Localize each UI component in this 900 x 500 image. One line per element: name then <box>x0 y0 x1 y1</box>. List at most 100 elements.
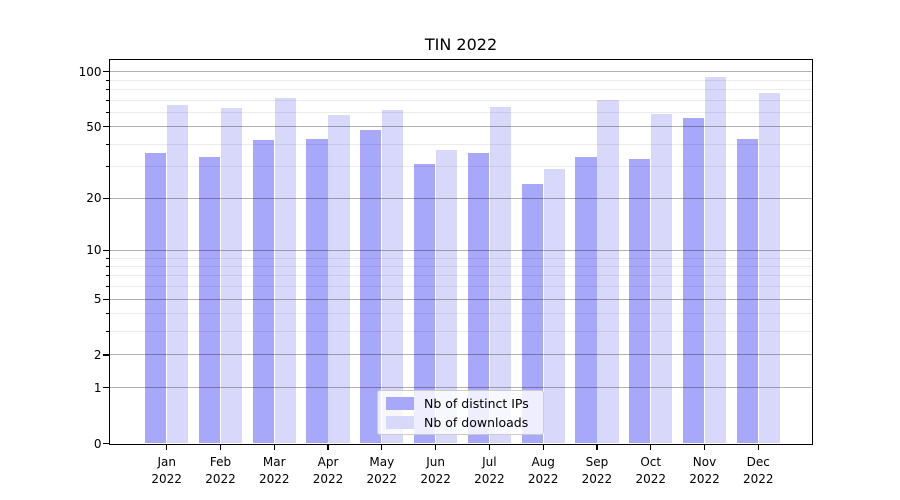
bar-distinct-ips-dec <box>736 138 758 444</box>
x-tick-label: Mar 2022 <box>258 455 290 486</box>
legend-label: Nb of distinct IPs <box>424 396 529 411</box>
x-tick <box>650 444 652 450</box>
bar-distinct-ips-may <box>360 129 382 444</box>
gridline-minor <box>110 99 812 101</box>
bar-downloads-nov <box>704 77 727 444</box>
x-tick <box>434 444 437 450</box>
y-tick <box>103 71 109 73</box>
x-tick-label: Apr 2022 <box>312 455 344 486</box>
bar-distinct-ips-aug <box>521 184 543 444</box>
x-tick-label: Jan 2022 <box>151 455 182 486</box>
x-tick-label: Sep 2022 <box>581 455 613 486</box>
bar-downloads-apr <box>328 115 350 444</box>
axis-spine-bottom <box>108 443 814 445</box>
y-minor-tick <box>105 257 109 259</box>
bar-downloads-oct <box>651 113 673 444</box>
x-tick-label: Aug 2022 <box>527 455 559 486</box>
x-tick <box>703 444 706 450</box>
y-tick <box>103 442 109 445</box>
gridline-minor <box>110 79 812 81</box>
gridline-major <box>110 126 812 128</box>
bar-downloads-may <box>382 109 404 444</box>
chart-title: TIN 2022 <box>424 35 498 54</box>
gridline-major <box>110 298 812 300</box>
bar-downloads-feb <box>220 108 243 444</box>
bar-distinct-ips-nov <box>682 117 705 444</box>
x-tick <box>327 444 329 450</box>
x-tick-label: May 2022 <box>366 455 398 486</box>
x-tick <box>542 444 544 450</box>
bar-distinct-ips-oct <box>629 159 651 444</box>
bar-downloads-jan <box>167 104 189 444</box>
gridline-major <box>110 249 812 251</box>
axis-spine-right <box>812 59 814 445</box>
bar-distinct-ips-jan <box>145 152 167 444</box>
y-minor-tick <box>105 143 109 145</box>
y-tick <box>103 354 109 356</box>
y-tick-label: 20 <box>86 191 102 206</box>
y-tick-label: 10 <box>86 243 102 258</box>
gridline-minor <box>110 275 812 277</box>
y-minor-tick <box>105 313 109 315</box>
bar-distinct-ips-jun <box>414 164 436 444</box>
gridline-major <box>110 197 812 199</box>
x-tick-label: Jun 2022 <box>420 455 451 486</box>
bar-distinct-ips-sep <box>575 157 597 444</box>
axis-spine-top <box>108 59 814 61</box>
bar-distinct-ips-mar <box>252 140 274 444</box>
legend-swatch-distinct-ips <box>386 397 414 410</box>
y-tick-label: 5 <box>93 292 102 307</box>
legend: Nb of distinct IPs Nb of downloads <box>377 389 544 435</box>
gridline-minor <box>110 331 812 333</box>
gridline-minor <box>110 265 812 267</box>
y-minor-tick <box>105 111 109 113</box>
bar-downloads-jun <box>436 150 458 444</box>
y-tick <box>103 197 109 199</box>
bar-downloads-jul <box>489 107 511 444</box>
plot-area <box>110 61 812 444</box>
x-tick-label: Dec 2022 <box>742 455 774 486</box>
gridline-major <box>110 71 812 73</box>
y-minor-tick <box>105 79 109 81</box>
x-tick <box>219 444 222 450</box>
x-tick <box>273 444 275 450</box>
y-tick-label: 0 <box>93 436 102 451</box>
y-tick <box>103 387 109 389</box>
gridline-minor <box>110 88 812 90</box>
y-tick <box>103 298 109 300</box>
y-tick-label: 100 <box>78 64 102 79</box>
gridline-minor <box>110 166 812 168</box>
y-minor-tick <box>105 265 109 267</box>
bar-downloads-aug <box>543 169 565 444</box>
gridline-major <box>110 354 812 356</box>
gridline-minor <box>110 111 812 113</box>
y-tick <box>103 126 109 128</box>
gridline-minor <box>110 143 812 145</box>
x-tick <box>757 444 759 450</box>
y-tick-label: 2 <box>93 347 102 362</box>
bar-distinct-ips-jul <box>467 152 489 444</box>
y-tick-label: 1 <box>93 380 102 395</box>
gridline-minor <box>110 313 812 315</box>
bar-downloads-mar <box>274 97 296 444</box>
bar-distinct-ips-apr <box>306 138 328 444</box>
y-tick-label: 50 <box>86 119 102 134</box>
y-minor-tick <box>105 166 109 168</box>
gridline-minor <box>110 286 812 288</box>
legend-item: Nb of distinct IPs <box>386 395 535 412</box>
gridline-minor <box>110 257 812 259</box>
x-tick <box>381 444 383 450</box>
x-tick-label: Feb 2022 <box>205 455 236 486</box>
y-tick <box>103 249 109 251</box>
x-tick-label: Jul 2022 <box>474 455 505 486</box>
legend-label: Nb of downloads <box>424 414 529 430</box>
bar-downloads-dec <box>758 92 780 444</box>
bar-distinct-ips-feb <box>198 157 221 444</box>
x-tick <box>596 444 598 450</box>
y-minor-tick <box>105 99 109 101</box>
y-minor-tick <box>105 88 109 90</box>
legend-swatch-downloads <box>386 415 414 429</box>
axis-spine-left <box>108 59 110 445</box>
legend-item: Nb of downloads <box>386 414 535 431</box>
y-minor-tick <box>105 275 109 277</box>
